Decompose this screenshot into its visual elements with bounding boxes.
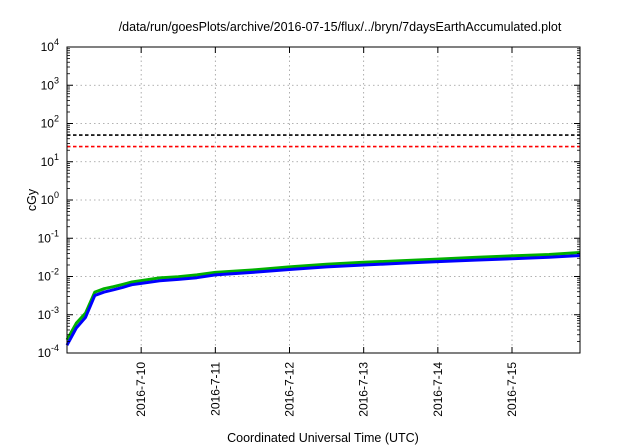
x-axis: 2016-7-10 2016-7-11 2016-7-12 2016-7-13 2016… — [134, 47, 519, 417]
threshold-lines — [67, 134, 580, 148]
y-tick-exponent: -1 — [51, 228, 59, 238]
x-tick-label: 2016-7-15 — [505, 362, 519, 417]
y-tick-base: 10 — [38, 308, 52, 322]
y-tick-base: 10 — [41, 155, 55, 169]
y-tick-label: 101 — [41, 152, 59, 169]
y-tick-exponent: -3 — [51, 305, 59, 315]
x-tick-label: 2016-7-11 — [208, 362, 222, 416]
y-tick-base: 10 — [41, 40, 55, 54]
grid — [67, 47, 580, 353]
y-tick-label: 10-2 — [38, 267, 59, 284]
chart-title: /data/run/goesPlots/archive/2016-07-15/f… — [119, 20, 562, 34]
x-tick-label: 2016-7-12 — [283, 362, 297, 417]
x-axis-label: Coordinated Universal Time (UTC) — [227, 431, 419, 445]
x-tick-label: 2016-7-14 — [431, 362, 445, 417]
series-line — [65, 251, 581, 341]
y-tick-label: 10-4 — [38, 343, 59, 360]
y-tick-label: 10-1 — [38, 228, 59, 245]
y-axis-label: cGy — [25, 188, 39, 211]
x-tick-label: 2016-7-10 — [134, 362, 148, 417]
series-line — [65, 254, 581, 346]
y-tick-exponent: -4 — [51, 343, 59, 353]
y-tick-base: 10 — [38, 270, 52, 284]
y-tick-label: 10-3 — [38, 305, 59, 322]
y-tick-label: 102 — [41, 114, 59, 131]
y-tick-label: 103 — [41, 75, 59, 92]
y-tick-exponent: 2 — [54, 114, 59, 124]
x-tick-label: 2016-7-13 — [357, 362, 371, 417]
y-tick-label: 100 — [41, 190, 59, 207]
y-tick-exponent: 1 — [54, 152, 59, 162]
series-lines — [65, 251, 581, 346]
y-tick-label: 104 — [41, 37, 59, 54]
y-tick-base: 10 — [38, 346, 52, 360]
y-tick-exponent: -2 — [51, 267, 59, 277]
y-tick-base: 10 — [41, 193, 55, 207]
y-tick-exponent: 0 — [54, 190, 59, 200]
y-tick-base: 10 — [38, 231, 52, 245]
y-tick-base: 10 — [41, 117, 55, 131]
y-tick-exponent: 4 — [54, 37, 59, 47]
y-tick-exponent: 3 — [54, 75, 59, 85]
y-tick-base: 10 — [41, 78, 55, 92]
